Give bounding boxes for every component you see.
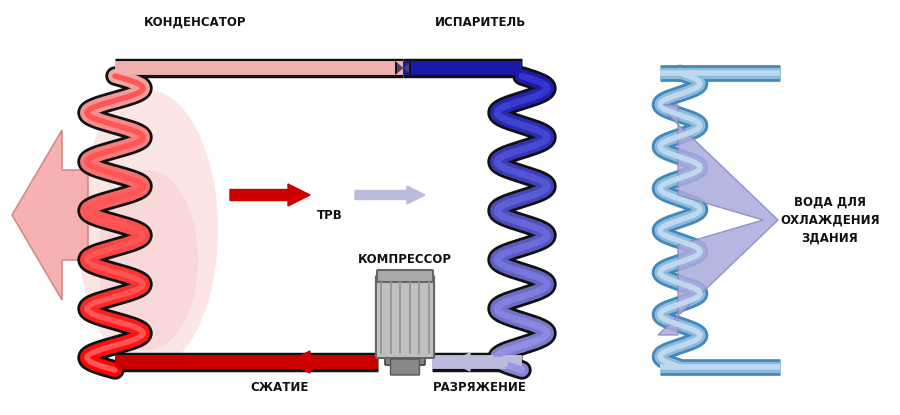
Text: РАЗРЯЖЕНИЕ: РАЗРЯЖЕНИЕ: [433, 381, 526, 393]
FancyArrow shape: [288, 351, 368, 373]
Text: КОНДЕНСАТОР: КОНДЕНСАТОР: [144, 15, 247, 29]
Polygon shape: [403, 63, 409, 73]
FancyBboxPatch shape: [385, 353, 425, 365]
Polygon shape: [12, 130, 88, 300]
Text: ИСПАРИТЕЛЬ: ИСПАРИТЕЛЬ: [435, 15, 526, 29]
Text: КОМПРЕССОР: КОМПРЕССОР: [358, 252, 452, 266]
FancyBboxPatch shape: [377, 270, 433, 282]
Polygon shape: [658, 105, 778, 335]
Polygon shape: [403, 61, 411, 75]
FancyArrow shape: [355, 186, 425, 204]
FancyArrow shape: [452, 353, 507, 371]
Text: ВОДА ДЛЯ
ОХЛАЖДЕНИЯ
ЗДАНИЯ: ВОДА ДЛЯ ОХЛАЖДЕНИЯ ЗДАНИЯ: [780, 195, 880, 244]
Text: СЖАТИЕ: СЖАТИЕ: [251, 381, 310, 393]
Ellipse shape: [98, 170, 198, 350]
FancyBboxPatch shape: [391, 359, 419, 375]
FancyArrow shape: [230, 184, 310, 206]
FancyBboxPatch shape: [376, 276, 434, 358]
Polygon shape: [397, 63, 403, 73]
Text: ТРВ: ТРВ: [317, 208, 343, 222]
Ellipse shape: [78, 90, 218, 370]
Polygon shape: [395, 61, 403, 75]
